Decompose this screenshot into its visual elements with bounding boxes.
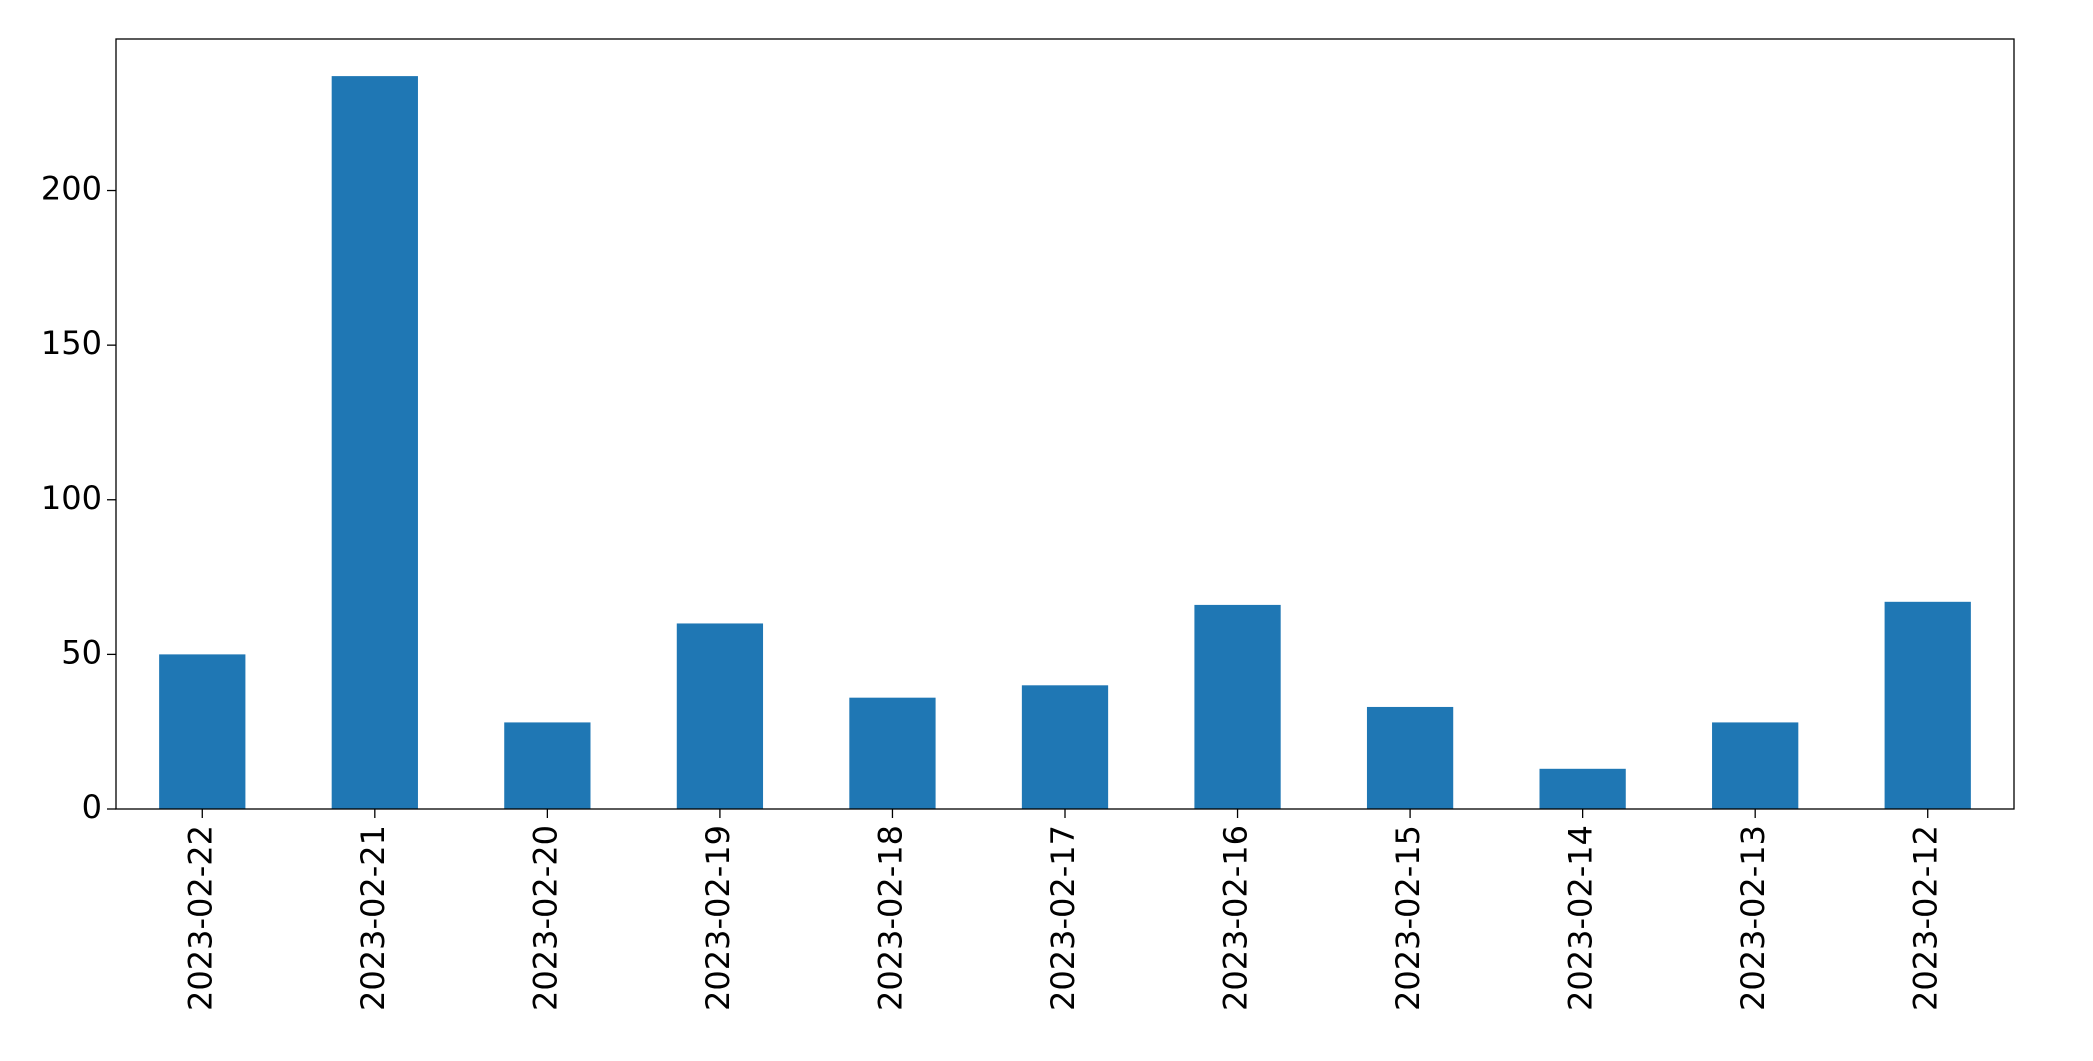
x-tick-label: 2023-02-16 (1217, 825, 1255, 1011)
bar (1884, 601, 1971, 809)
x-tick-label: 2023-02-17 (1044, 825, 1082, 1011)
x-tick-label: 2023-02-19 (699, 825, 737, 1011)
y-tick-label: 100 (41, 479, 102, 517)
x-tick-label: 2023-02-15 (1389, 825, 1427, 1011)
bar (504, 722, 591, 809)
bar (159, 654, 246, 809)
plot-frame (115, 38, 2015, 810)
bar (1366, 706, 1454, 809)
bar (1712, 722, 1799, 809)
x-tick-label: 2023-02-21 (354, 825, 392, 1011)
y-tick-label: 150 (41, 324, 102, 362)
y-tick-label: 200 (41, 170, 102, 208)
bar (849, 697, 936, 809)
bar (676, 623, 764, 809)
bar (1539, 768, 1626, 809)
bar (331, 76, 418, 809)
x-tick-label: 2023-02-14 (1562, 825, 1600, 1011)
x-tick-label: 2023-02-20 (526, 825, 564, 1011)
x-tick-label: 2023-02-22 (181, 825, 219, 1011)
x-tick-label: 2023-02-13 (1734, 825, 1772, 1011)
x-tick-label: 2023-02-18 (871, 825, 909, 1011)
x-tick-label: 2023-02-12 (1907, 825, 1945, 1011)
y-tick-label: 50 (61, 633, 102, 671)
bar (1194, 604, 1281, 809)
bar (1021, 685, 1109, 809)
y-tick-label: 0 (82, 788, 102, 826)
